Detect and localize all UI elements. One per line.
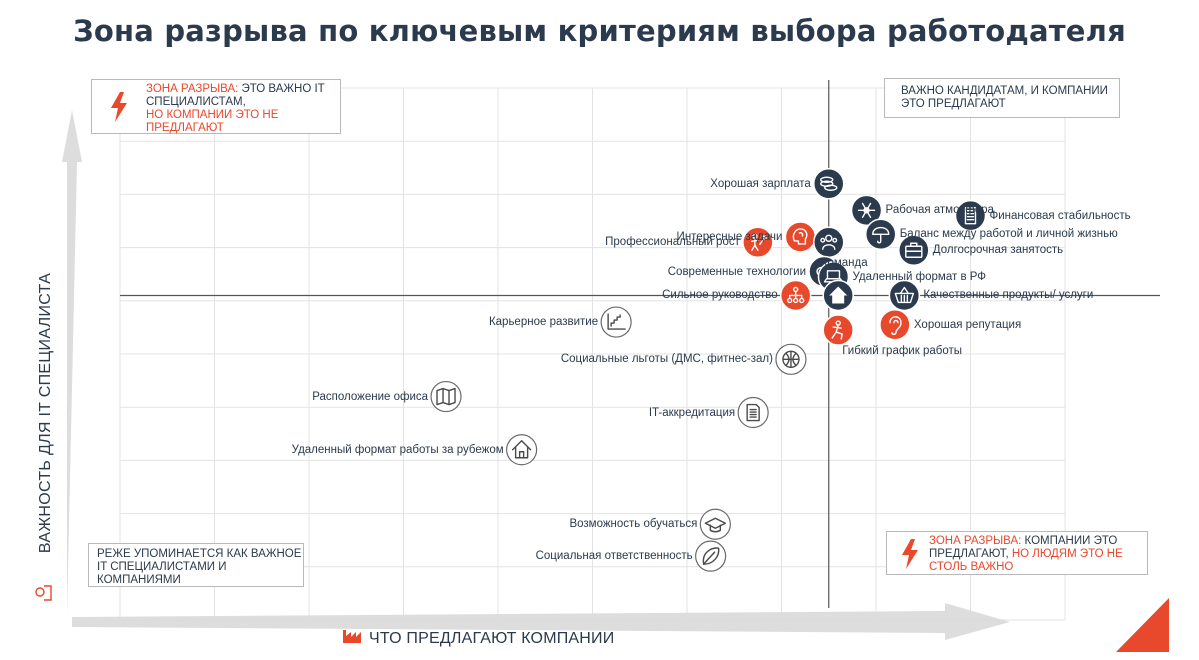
brain-icon: [792, 228, 808, 245]
quadrant-bottom-right-text: компании это предлагают,: [929, 535, 1118, 560]
quadrant-bottom-right-prefix: Зона разрыва:: [929, 535, 1022, 547]
point-label: IT-аккредитация: [648, 406, 736, 419]
point-label: Хорошая репутация: [913, 318, 1022, 331]
umbrella-icon: [872, 226, 890, 244]
briefcase-icon: [905, 242, 923, 258]
y-axis-icon: [35, 585, 52, 601]
point-label: Карьерное развитие: [488, 316, 599, 329]
point-label: Интересные задачи: [676, 230, 783, 243]
ear-icon: [889, 316, 902, 335]
chart-points: [430, 168, 987, 572]
page-title: Зона разрыва по ключевым критериям выбор…: [73, 14, 1126, 48]
point-label: Удаленный формат в РФ: [852, 270, 987, 283]
data-point: [954, 199, 987, 232]
quadrant-dividers: [120, 80, 1160, 608]
data-point: [864, 218, 897, 251]
point-label: Современные технологии: [667, 265, 807, 278]
building-icon: [964, 206, 977, 225]
lightning-icon: [111, 92, 127, 122]
data-point: [879, 308, 911, 341]
leaf-icon: [702, 547, 720, 565]
point-label: Команда: [820, 257, 868, 270]
point-label: Профессиональный рост: [605, 236, 740, 249]
coins-icon: [820, 176, 838, 191]
corner-accent-triangle: [1116, 598, 1169, 652]
y-axis-label: Важность для IT специалиста: [37, 272, 54, 554]
growth-person-icon: [751, 233, 767, 251]
point-label: Финансовая стабильность: [989, 209, 1131, 222]
basket-icon: [894, 286, 915, 304]
point-label: Качественные продукты/ услуги: [923, 289, 1094, 302]
data-point: [737, 396, 769, 429]
lightning-icon: [902, 539, 918, 569]
flexible-person-icon: [831, 320, 843, 340]
quadrant-bottom-left-text: Реже упоминается как важное IT специалис…: [97, 548, 302, 586]
point-label: Хорошая зарплата: [710, 177, 811, 190]
point-label: Сильное руководство: [662, 289, 778, 302]
data-point: [784, 221, 817, 253]
data-point: [430, 380, 462, 413]
axis-arrows: [62, 110, 1010, 640]
x-axis-arrow: [72, 603, 1010, 640]
data-point: [850, 194, 883, 227]
quadrant-top-left-text: это важно IT специалистам,: [146, 83, 325, 108]
house-outline-icon: [511, 440, 532, 459]
hierarchy-icon: [786, 286, 805, 304]
data-point: [775, 343, 807, 375]
data-point: [898, 234, 930, 267]
point-label: Социальные льготы (ДМС, фитнес-зал): [560, 353, 773, 366]
ball-icon: [782, 350, 800, 369]
graduation-cap-icon: [704, 517, 727, 533]
data-point: [742, 226, 774, 259]
data-point: [888, 279, 921, 312]
x-axis-icon: [343, 630, 361, 643]
star-burst-icon: [857, 202, 876, 218]
quadrant-top-left-prefix: Зона разрыва:: [146, 83, 239, 95]
point-label: Социальная ответственность: [535, 550, 693, 563]
point-label: Возможность обучаться: [569, 518, 698, 531]
data-point: [822, 314, 854, 346]
quadrant-top-right-text: Важно кандидатам, и компании это предлаг…: [901, 85, 1108, 110]
point-label: Удаленный формат работы за рубежом: [291, 443, 504, 456]
x-axis-label: Что предлагают компании: [369, 630, 615, 647]
data-point: [506, 434, 538, 466]
point-label: Гибкий график работы: [842, 345, 963, 358]
stairs-chart-icon: [607, 313, 626, 330]
point-label: Рабочая атмосфера: [885, 204, 994, 217]
point-label: Расположение офиса: [312, 390, 429, 403]
home-icon: [829, 286, 848, 304]
map-icon: [436, 387, 456, 406]
data-point: [695, 540, 727, 572]
quadrant-bottom-left-box: Реже упоминается как важное IT специалис…: [88, 543, 304, 587]
document-icon: [746, 403, 760, 422]
quadrant-top-right-box: Важно кандидатам, и компании это предлаг…: [884, 78, 1120, 118]
data-point: [813, 168, 845, 200]
quadrant-bottom-right-box: Зона разрыва: компании это предлагают, н…: [886, 531, 1148, 575]
team-icon: [820, 234, 838, 250]
data-point: [779, 279, 812, 312]
data-point: [600, 306, 632, 338]
data-point: [813, 226, 845, 259]
quadrant-top-left-suffix: но компании это не предлагают: [146, 109, 279, 134]
data-point: [699, 508, 731, 540]
point-label: Долгосрочная занятость: [932, 244, 1064, 257]
point-label: Баланс между работой и личной жизнью: [899, 228, 1118, 241]
y-axis-arrow: [62, 110, 82, 615]
data-point: [822, 279, 854, 312]
quadrant-bottom-right-suffix: но людям это не столь важно: [929, 548, 1123, 573]
quadrant-top-left-box: Зона разрыва: это важно IT специалистам,…: [91, 79, 341, 134]
